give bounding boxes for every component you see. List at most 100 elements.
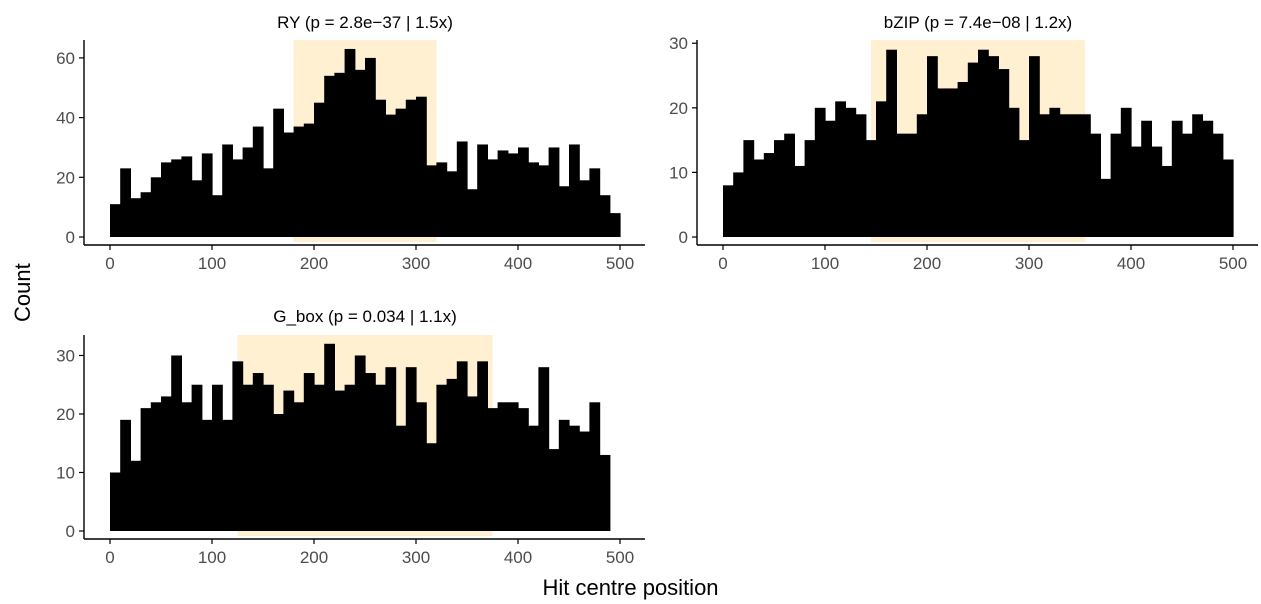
histogram-bar [784,133,795,237]
y-tick-label: 0 [679,228,688,247]
histogram-bar [150,402,162,531]
histogram-bar [1212,133,1224,237]
histogram-bar [446,171,458,237]
histogram-bar [538,165,550,237]
histogram-bar [130,460,142,531]
histogram-bar [548,449,560,531]
histogram-bar [405,99,417,237]
histogram-bar [416,402,427,531]
panel-title: G_box (p = 0.034 | 1.1x) [273,307,457,326]
histogram-bar [1110,133,1122,237]
x-tick-label: 300 [1015,254,1043,273]
histogram-bar [436,384,448,531]
histogram-bar [723,185,734,237]
histogram-bar [558,186,570,237]
histogram-bar [252,126,264,237]
histogram-bar [365,373,376,531]
histogram-bar [558,419,570,531]
histogram-bar [426,443,437,531]
histogram-bar [1202,120,1214,237]
histogram-bar [548,147,560,237]
histogram-bar [426,165,437,237]
x-tick-label: 0 [105,254,114,273]
histogram-bar [937,88,948,237]
histogram-bar [497,402,509,531]
histogram-bar [263,168,274,237]
histogram-bar [436,162,448,237]
histogram-bar [487,159,499,237]
histogram-bar [487,408,499,531]
x-tick-label: 500 [606,254,634,273]
histogram-bar [886,49,897,237]
histogram-bar [334,72,346,237]
histogram-bar [927,56,938,238]
histogram-bar [354,69,366,237]
histogram-bar [232,159,244,237]
histogram-bar [252,373,264,531]
histogram-bar [150,177,162,237]
histogram-bar [569,425,580,531]
histogram-bar [906,133,918,237]
histogram-bar [1192,114,1203,237]
histogram-bar [273,108,284,238]
histogram-bar [528,425,539,531]
histogram-bar [324,75,335,237]
histogram-bar [1029,56,1040,238]
y-tick-label: 20 [669,99,688,118]
histogram-bar [1069,114,1081,237]
histogram-bar [191,384,203,531]
histogram-bar [120,168,131,237]
histogram-bar [446,378,458,531]
histogram-bar [365,57,376,237]
histogram-bar [314,384,325,531]
histogram-bar [865,140,877,237]
histogram-bar [763,153,775,237]
histogram-bar [538,367,550,531]
x-tick-label: 100 [198,548,226,567]
histogram-bar [477,361,488,531]
histogram-bar [171,355,182,531]
histogram-bar [303,373,315,531]
histogram-bar [896,133,908,237]
histogram-bar [579,431,590,531]
histogram-bar [354,355,366,531]
histogram-bar [181,156,193,237]
histogram-bar [998,69,1010,237]
histogram-bar [140,192,152,237]
histogram-bar [988,56,999,238]
histogram-bar [1018,140,1030,237]
histogram-bar [120,419,131,531]
histogram-bar [140,408,152,531]
histogram-bar [1151,146,1163,237]
histogram-bar [1008,107,1020,237]
histogram-bar [395,425,407,531]
histogram-bar [181,402,193,531]
histogram-bar [273,413,284,531]
histogram-bar [456,361,468,531]
y-tick-label: 10 [669,163,688,182]
histogram-bar [507,153,519,237]
histogram-bar [814,107,826,237]
histogram-bar [589,168,601,237]
histogram-bar [518,408,529,531]
histogram-bar [528,162,539,237]
histogram-bar [385,367,397,531]
x-tick-label: 100 [198,254,226,273]
histogram-bar [947,88,959,237]
histogram-bar [385,114,397,237]
x-axis-title: Hit centre position [542,575,719,600]
histogram-bar [344,384,356,531]
panel-title: RY (p = 2.8e−37 | 1.5x) [277,13,453,32]
histogram-bar [774,140,785,237]
histogram-bar [477,144,488,237]
x-tick-label: 500 [1219,254,1247,273]
histogram-bar [467,189,478,237]
panel-title: bZIP (p = 7.4e−08 | 1.2x) [884,13,1072,32]
histogram-bar [825,120,836,237]
histogram-bar [835,101,846,237]
x-tick-label: 400 [1117,254,1145,273]
histogram-bar [456,141,468,237]
histogram-bar [201,419,213,531]
